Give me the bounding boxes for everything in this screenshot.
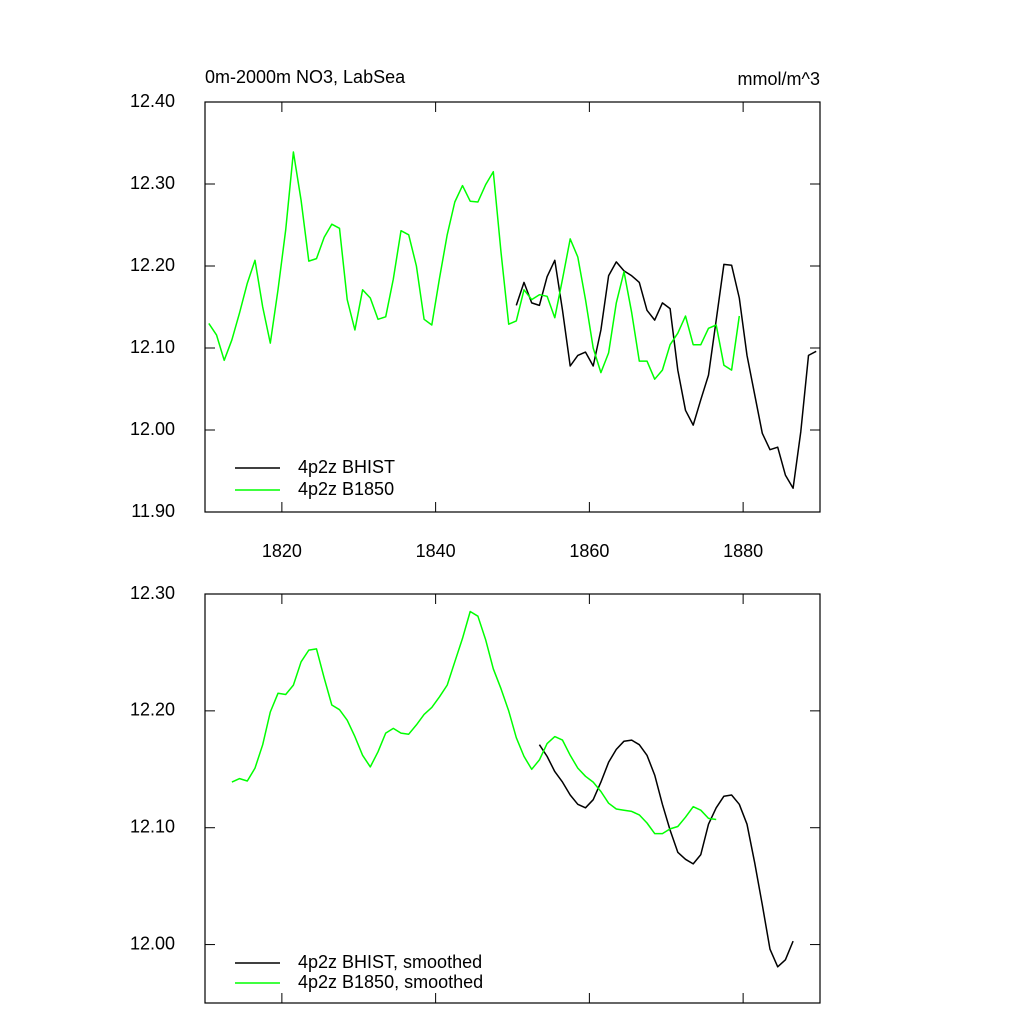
y-tick-label: 12.40 — [130, 91, 175, 111]
y-tick-label: 12.10 — [130, 337, 175, 357]
plot-frame — [204, 593, 821, 1004]
legend-label: 4p2z B1850, smoothed — [298, 972, 483, 992]
legend-label: 4p2z BHIST — [298, 457, 395, 477]
chart-title: 0m-2000m NO3, LabSea — [205, 67, 406, 87]
y-tick-label: 11.90 — [131, 501, 175, 521]
x-tick-label: 1840 — [416, 541, 456, 561]
x-tick-label: 1860 — [569, 541, 609, 561]
y-tick-label: 12.20 — [130, 700, 175, 720]
data-line — [231, 610, 717, 835]
data-line — [208, 151, 741, 380]
data-line — [538, 739, 794, 968]
y-tick-label: 12.30 — [130, 583, 175, 603]
x-tick-label: 1820 — [262, 541, 302, 561]
y-tick-label: 12.00 — [130, 419, 175, 439]
data-line — [515, 259, 817, 489]
y-tick-label: 12.30 — [130, 173, 175, 193]
legend-label: 4p2z B1850 — [298, 479, 394, 499]
plot-frame — [204, 101, 821, 513]
y-tick-label: 12.10 — [130, 816, 175, 836]
legend-label: 4p2z BHIST, smoothed — [298, 952, 482, 972]
x-tick-label: 1880 — [723, 541, 763, 561]
y-tick-label: 12.00 — [130, 933, 175, 953]
y-tick-label: 12.20 — [130, 255, 175, 275]
units-label: mmol/m^3 — [738, 69, 820, 89]
